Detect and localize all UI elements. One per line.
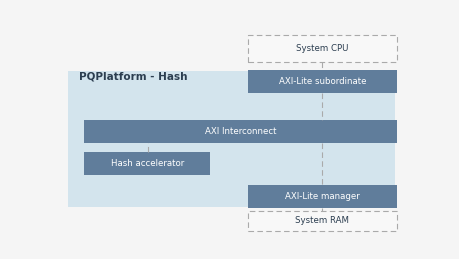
Text: PQPlatform - Hash: PQPlatform - Hash xyxy=(79,72,187,82)
Text: System CPU: System CPU xyxy=(296,44,349,53)
FancyBboxPatch shape xyxy=(68,71,395,207)
FancyBboxPatch shape xyxy=(248,185,397,207)
Text: Hash accelerator: Hash accelerator xyxy=(111,159,184,168)
FancyBboxPatch shape xyxy=(248,211,397,231)
Text: AXI-Lite subordinate: AXI-Lite subordinate xyxy=(279,77,366,86)
Text: System RAM: System RAM xyxy=(296,216,349,225)
FancyBboxPatch shape xyxy=(84,152,210,175)
Text: AXI-Lite manager: AXI-Lite manager xyxy=(285,192,360,201)
Text: AXI Interconnect: AXI Interconnect xyxy=(205,127,276,136)
FancyBboxPatch shape xyxy=(248,70,397,93)
FancyBboxPatch shape xyxy=(84,120,397,143)
FancyBboxPatch shape xyxy=(248,35,397,62)
